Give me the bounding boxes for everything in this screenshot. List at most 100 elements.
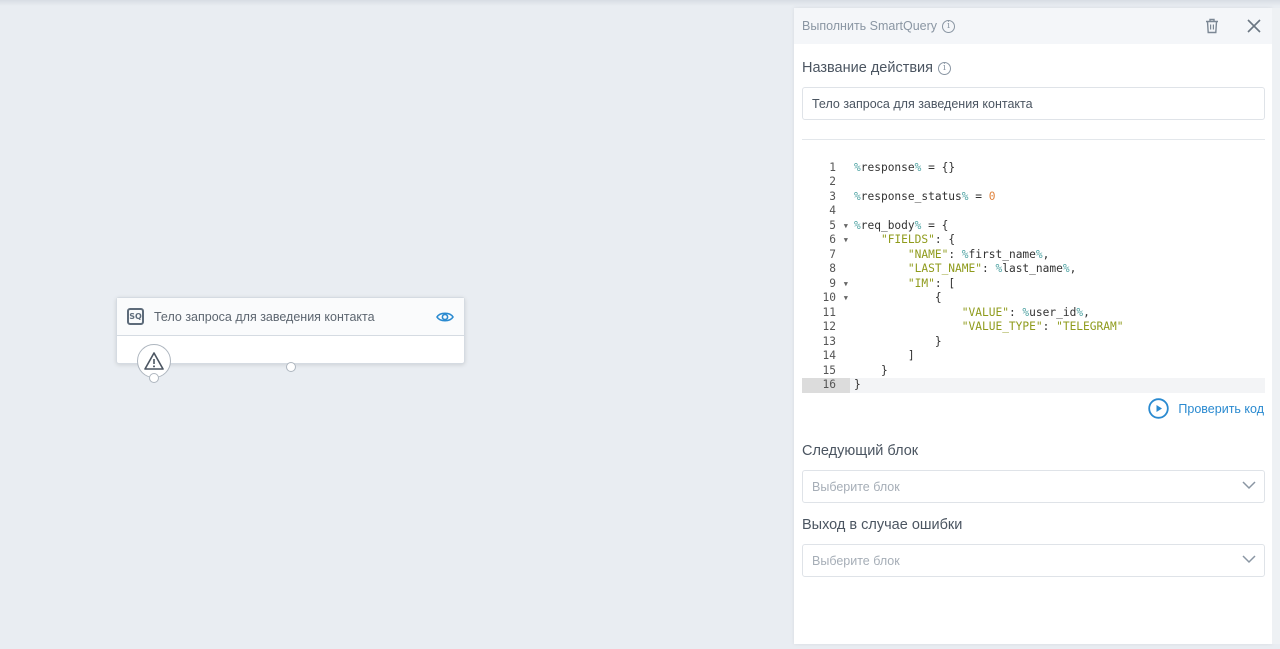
flow-node[interactable]: SQ Тело запроса для заведения контакта	[116, 297, 465, 383]
code-token: "TELEGRAM"	[1056, 320, 1124, 334]
code-line[interactable]: 6 ▼ "FIELDS": {	[802, 233, 1265, 248]
code-line[interactable]: 10 ▼ {	[802, 291, 1265, 306]
code-line[interactable]: 4	[802, 204, 1265, 219]
code-token: %	[854, 189, 861, 203]
code-line[interactable]: 16}	[802, 378, 1265, 393]
fold-arrow-icon[interactable]: ▼	[843, 221, 848, 230]
fold-arrow-icon[interactable]: ▼	[843, 279, 848, 288]
code-token: "IM"	[907, 276, 935, 290]
code-text: %response_status% = 0	[850, 190, 1265, 204]
code-line[interactable]: 14 ]	[802, 349, 1265, 364]
error-exit-placeholder: Выберите блок	[812, 553, 900, 568]
code-token: user_id	[1029, 305, 1077, 319]
action-name-label: Название действия i	[802, 60, 951, 76]
code-text: }	[850, 378, 1265, 393]
code-token: %	[1062, 262, 1070, 276]
code-token: ]	[854, 349, 915, 363]
code-text: "IM": [	[850, 277, 1265, 291]
line-number: 14	[802, 349, 850, 364]
code-text: ]	[850, 349, 1265, 363]
code-line[interactable]: 12 "VALUE_TYPE": "TELEGRAM"	[802, 320, 1265, 335]
next-output-port[interactable]	[286, 362, 296, 372]
code-line[interactable]: 7 "NAME": %first_name%,	[802, 247, 1265, 263]
info-icon[interactable]: i	[942, 19, 956, 33]
code-token: 0	[988, 189, 996, 203]
node-header[interactable]: SQ Тело запроса для заведения контакта	[117, 298, 464, 336]
info-icon[interactable]: i	[938, 61, 951, 75]
code-token	[854, 233, 881, 246]
code-token: "VALUE"	[961, 305, 1009, 319]
line-number: 2	[802, 175, 850, 190]
line-number: 12	[802, 320, 850, 335]
line-number: 3	[802, 189, 850, 205]
code-token: ,	[1042, 247, 1050, 261]
code-token: "NAME"	[907, 247, 949, 261]
code-line[interactable]: 3 %response_status% = 0	[802, 189, 1265, 205]
scrollbar[interactable]	[1272, 8, 1280, 644]
top-shade	[0, 0, 1280, 6]
code-token: :	[981, 262, 996, 276]
code-text: "VALUE": %user_id%,	[850, 306, 1265, 320]
code-token: = {}	[921, 161, 956, 174]
warning-icon[interactable]	[137, 344, 171, 378]
code-line[interactable]: 9 ▼ "IM": [	[802, 276, 1265, 292]
code-token	[854, 277, 908, 290]
code-token: response	[860, 161, 915, 174]
line-number: 15	[802, 363, 850, 379]
code-line[interactable]: 5 ▼ %req_body% = {	[802, 218, 1265, 234]
code-token: %	[854, 161, 861, 174]
close-icon	[1247, 19, 1261, 33]
code-text: %response% = {}	[850, 161, 1265, 175]
panel-title: Выполнить SmartQuery	[802, 19, 938, 33]
code-line[interactable]: 1 %response% = {}	[802, 161, 1265, 176]
fold-arrow-icon[interactable]: ▼	[843, 294, 848, 303]
code-token: :	[1042, 320, 1057, 334]
code-token: %	[1076, 305, 1084, 319]
line-number: 5 ▼	[802, 218, 850, 234]
code-token: response_status	[860, 189, 962, 203]
code-token: =	[968, 189, 989, 203]
line-number: 8	[802, 262, 850, 277]
settings-panel: Выполнить SmartQuery i Название действия…	[794, 8, 1272, 644]
eye-icon[interactable]	[436, 310, 454, 324]
code-text: "VALUE_TYPE": "TELEGRAM"	[850, 320, 1265, 334]
code-text: }	[850, 335, 1265, 349]
line-number: 13	[802, 334, 850, 350]
line-number: 9 ▼	[802, 276, 850, 292]
code-line[interactable]: 11 "VALUE": %user_id%,	[802, 305, 1265, 321]
close-button[interactable]	[1244, 16, 1264, 36]
code-token	[854, 306, 962, 319]
error-exit-select[interactable]: Выберите блок	[802, 544, 1265, 577]
code-text: "NAME": %first_name%,	[850, 248, 1265, 262]
line-number: 1	[802, 161, 850, 176]
next-block-placeholder: Выберите блок	[812, 479, 900, 494]
line-number: 7	[802, 247, 850, 263]
code-token: ,	[1083, 305, 1090, 319]
code-token: }	[854, 334, 942, 348]
line-number: 11	[802, 305, 850, 321]
code-token: "VALUE_TYPE"	[961, 320, 1043, 334]
code-line[interactable]: 2	[802, 175, 1265, 190]
code-token: %	[995, 262, 1003, 276]
code-token: %	[1022, 305, 1030, 319]
action-name-label-text: Название действия	[802, 60, 933, 76]
error-output-port[interactable]	[149, 373, 159, 383]
action-name-input[interactable]: Тело запроса для заведения контакта	[802, 87, 1265, 120]
check-code-button[interactable]: Проверить код	[1148, 398, 1264, 419]
code-line[interactable]: 8 "LAST_NAME": %last_name%,	[802, 262, 1265, 277]
code-token: first_name	[968, 247, 1036, 261]
delete-button[interactable]	[1202, 16, 1222, 36]
line-number: 6 ▼	[802, 233, 850, 248]
next-block-select[interactable]: Выберите блок	[802, 470, 1265, 503]
code-token: req_body	[860, 218, 915, 232]
code-line[interactable]: 15 }	[802, 363, 1265, 379]
line-number: 10 ▼	[802, 291, 850, 306]
code-line[interactable]: 13 }	[802, 334, 1265, 350]
panel-header: Выполнить SmartQuery i	[794, 8, 1272, 44]
fold-arrow-icon[interactable]: ▼	[843, 236, 848, 245]
code-token: %	[1035, 247, 1043, 261]
code-token: "LAST_NAME"	[907, 262, 982, 276]
trash-icon	[1206, 18, 1218, 34]
code-text	[850, 175, 1265, 189]
